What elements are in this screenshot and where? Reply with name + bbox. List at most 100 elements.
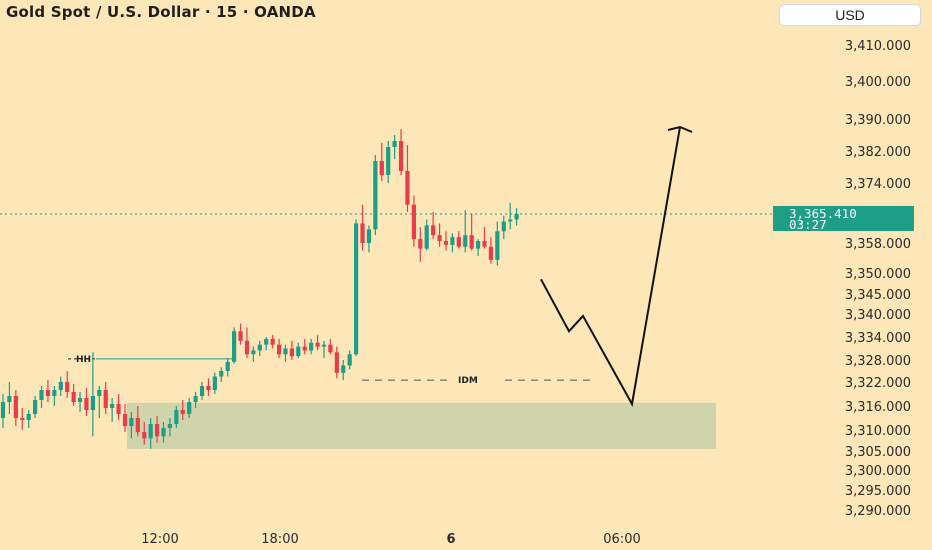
candle [39,386,44,408]
candle-body [469,235,474,249]
candle [20,408,25,430]
candle-body [418,239,423,249]
y-tick-label: 3,350.000 [845,267,911,282]
candle-body [501,221,506,232]
candle-body [206,386,211,390]
candle [488,237,494,264]
candle-body [122,414,128,426]
candle [13,390,18,426]
candle [398,129,404,175]
candle-body [463,235,468,247]
candle [7,382,12,414]
candle-body [289,348,294,357]
candle-body [148,424,153,439]
candle [463,210,468,253]
candle [366,225,372,253]
candle [52,386,57,406]
idm-label-bg [452,373,504,386]
y-tick-label: 3,290.000 [845,504,911,519]
candle-body [341,365,346,373]
candle [289,340,294,360]
candle [501,215,506,240]
candle-body [58,382,63,390]
candle-body [71,392,76,402]
hh-label: HH [76,355,91,365]
candle-body [13,396,18,418]
candle-body [424,225,429,249]
candle-body [52,390,57,396]
candle-body [26,414,31,420]
candle-body [482,241,487,247]
candle-body [219,371,224,377]
candle [116,394,121,420]
candle-body [244,340,250,355]
candle [129,412,134,439]
candle [411,195,416,247]
candle [450,233,455,253]
candle-body [110,404,115,408]
candle-body [161,428,166,437]
candle [321,340,327,359]
candle-body [116,404,121,414]
candle [514,208,519,226]
candle [437,223,442,247]
candle-body [174,410,179,424]
candle [148,418,153,449]
candle [84,388,89,416]
candle-body [142,432,147,439]
candle [161,422,166,443]
candle-body [386,147,391,175]
candle-body [45,390,51,396]
candle [238,323,243,345]
candle-body [328,344,333,353]
candle-body [97,390,102,396]
candle-body [33,400,38,414]
candle [225,358,230,377]
demand-zone [127,402,716,449]
candle-body [238,331,243,341]
candle [482,227,487,249]
candle-body [77,398,83,402]
candle [379,143,384,181]
candle [167,418,173,437]
candle [122,404,128,433]
candle [264,337,269,351]
candle-body [135,418,140,433]
candle [302,338,307,355]
projection-arrowhead [667,125,693,133]
candle [405,145,410,212]
candle [0,394,6,428]
candle [103,382,108,414]
candle [206,378,211,396]
candle-body [347,354,352,366]
candle [58,376,63,396]
candle-body [495,231,500,260]
currency-button[interactable]: USD [779,4,921,26]
candle [508,202,513,230]
candle-body [65,382,70,392]
candle-body [488,246,494,260]
candle [431,211,436,240]
candle-body [232,331,237,362]
candle-body [373,161,378,230]
candle-body [129,418,134,426]
candle-body [431,225,436,236]
candle [443,231,449,251]
candle-body [251,350,256,355]
price-tag-value: 3,365.410 [789,206,857,221]
y-tick-label: 3,340.000 [845,308,911,323]
candle-body [334,352,339,373]
candle [26,410,31,428]
candle [283,344,288,362]
candle-body [103,390,108,408]
candle-body [379,161,384,175]
y-tick-label: 3,400.000 [845,75,911,90]
idm-label: IDM [458,376,478,386]
candle [244,327,250,359]
candle [418,227,423,262]
candle-body [39,390,44,400]
candle-body [411,204,416,240]
y-tick-label: 3,316.000 [845,400,911,415]
